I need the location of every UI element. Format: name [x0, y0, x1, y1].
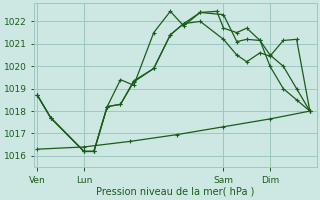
X-axis label: Pression niveau de la mer( hPa ): Pression niveau de la mer( hPa ) [96, 187, 254, 197]
